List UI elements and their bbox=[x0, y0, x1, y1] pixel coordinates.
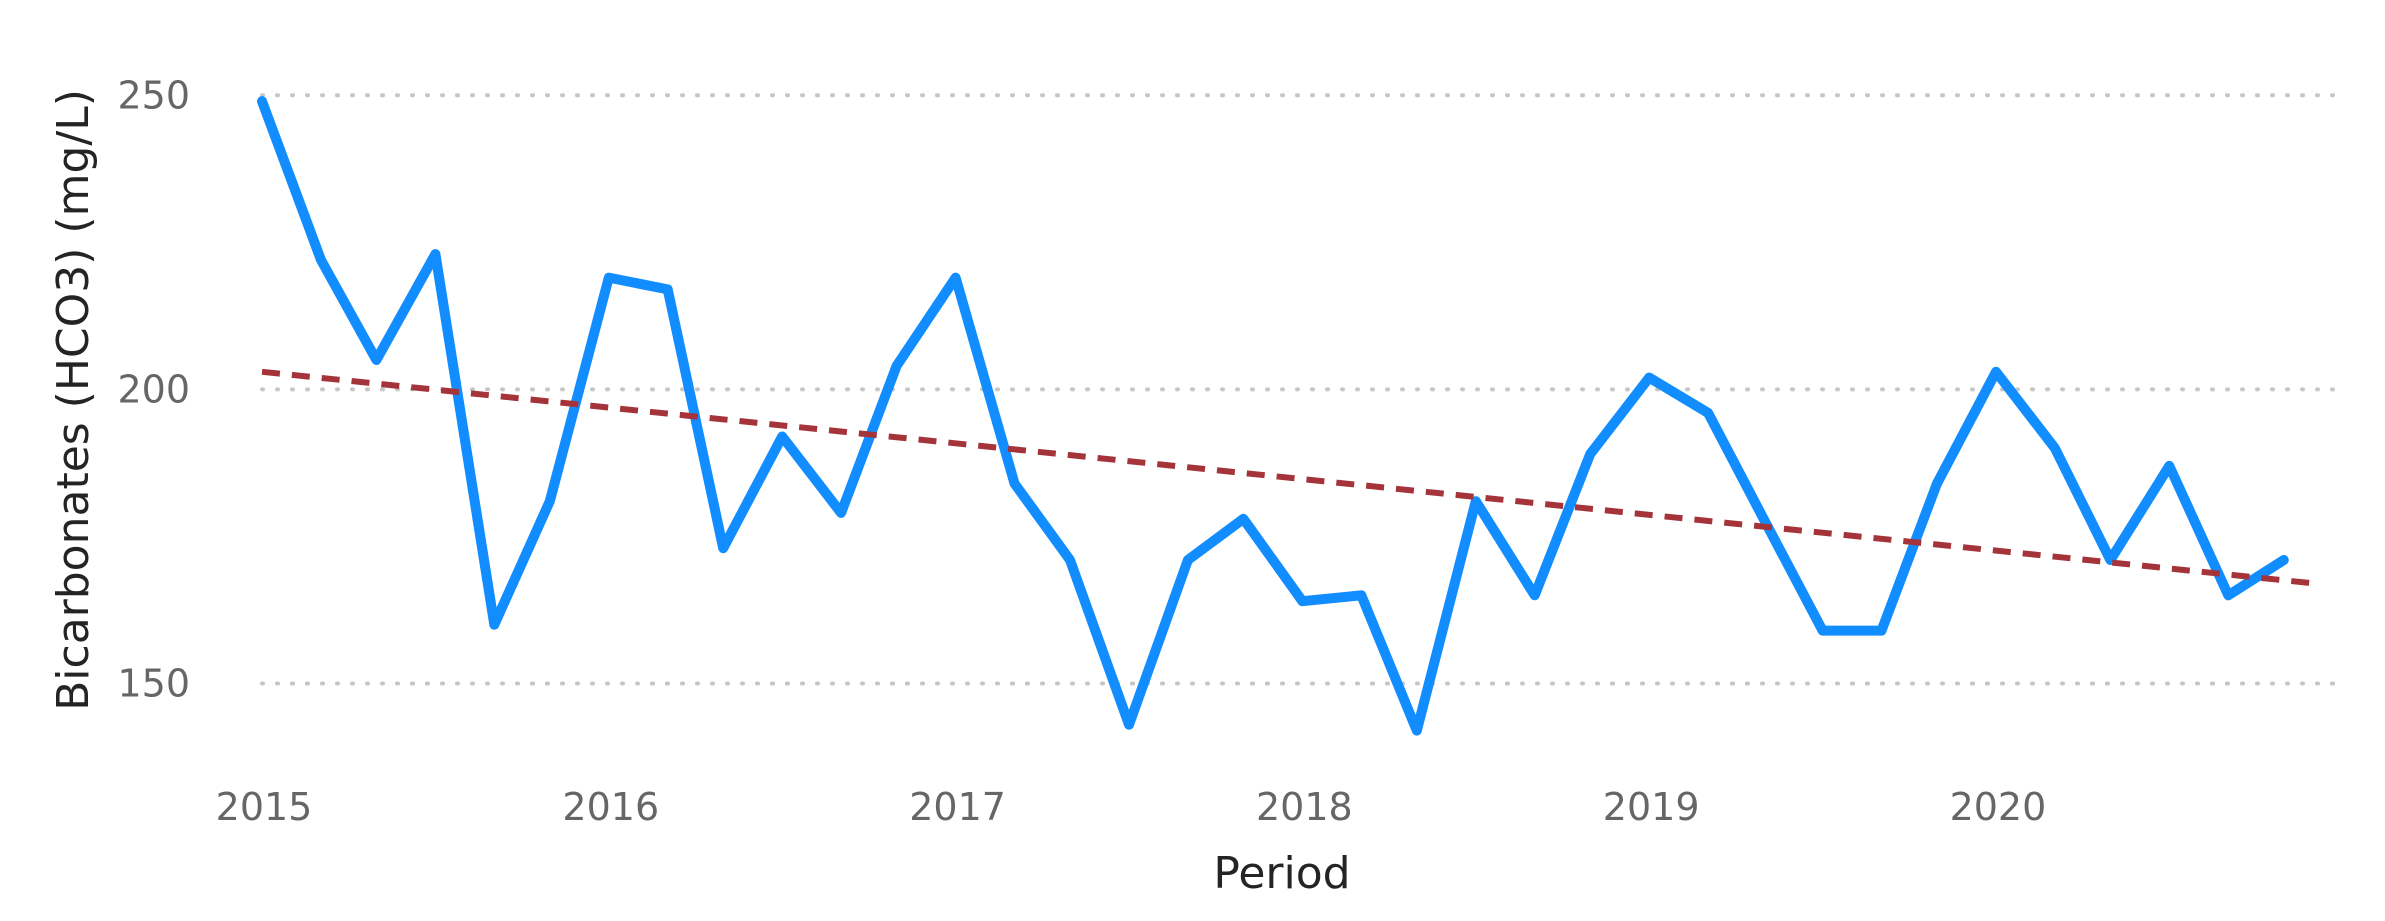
x-tick-label: 2020 bbox=[1950, 785, 2047, 829]
y-axis-title: Bicarbonates (HCO3) (mg/L) bbox=[48, 89, 99, 711]
trend-line bbox=[261, 368, 2316, 587]
x-tick-label: 2015 bbox=[216, 785, 313, 829]
y-tick-label: 250 bbox=[117, 73, 190, 117]
series-layer bbox=[257, 96, 2316, 736]
x-tick-label: 2017 bbox=[909, 785, 1006, 829]
y-axis-ticks: 150 200 250 bbox=[117, 73, 190, 705]
x-axis-title: Period bbox=[1213, 848, 1350, 899]
series-line-bicarbonates bbox=[257, 96, 2289, 736]
x-tick-label: 2018 bbox=[1256, 785, 1353, 829]
x-tick-label: 2016 bbox=[562, 785, 659, 829]
y-tick-label: 200 bbox=[117, 367, 190, 411]
x-axis-ticks: 2015 2016 2017 2018 2019 2020 bbox=[216, 785, 2047, 829]
x-tick-label: 2019 bbox=[1603, 785, 1700, 829]
y-tick-label: 150 bbox=[117, 662, 190, 706]
